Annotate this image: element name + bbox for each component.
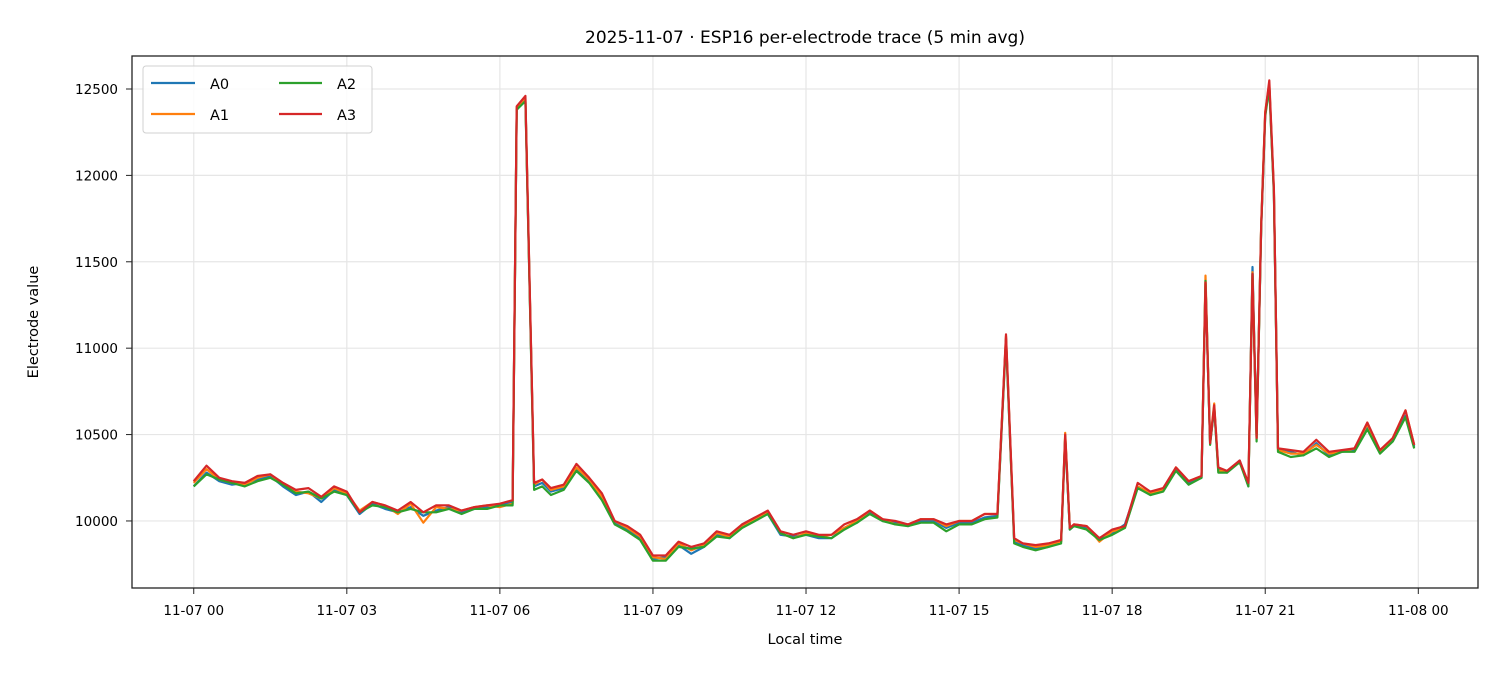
x-tick-label: 11-07 00 [163,603,224,619]
x-tick-label: 11-07 15 [929,603,990,619]
gridlines [132,56,1478,588]
x-tick-label: 11-07 21 [1235,603,1296,619]
y-tick-label: 12500 [75,82,118,98]
y-axis: 10000 10500 11000 11500 12000 12500 [75,82,132,530]
y-tick-label: 11000 [75,341,118,357]
legend: A0 A1 A2 A3 [142,65,373,134]
series-lines [192,79,1416,562]
x-tick-label: 11-07 03 [316,603,377,619]
legend-label-a1: A1 [210,108,229,124]
series-line-a1 [192,82,1416,561]
x-tick-label: 11-08 00 [1388,603,1449,619]
plot-frame [131,55,1479,589]
chart-title: 2025-11-07 · ESP16 per-electrode trace (… [585,28,1025,48]
y-tick-label: 12000 [75,168,118,184]
x-tick-label: 11-07 09 [623,603,684,619]
x-tick-label: 11-07 12 [776,603,837,619]
y-axis-label: Electrode value [26,266,42,379]
x-axis-label: Local time [768,632,843,648]
x-axis: 11-07 00 11-07 03 11-07 06 11-07 09 11-07 12… [163,588,1449,619]
y-tick-label: 11500 [75,255,118,271]
y-tick-label: 10000 [75,514,118,530]
legend-label-a3: A3 [337,108,356,124]
series-line-a0 [192,84,1416,561]
legend-label-a2: A2 [337,77,356,93]
y-tick-label: 10500 [75,428,118,444]
series-line-a3 [192,79,1416,557]
series-line-a2 [192,86,1416,562]
legend-label-a0: A0 [210,77,229,93]
x-tick-label: 11-07 18 [1082,603,1143,619]
x-tick-label: 11-07 06 [470,603,531,619]
